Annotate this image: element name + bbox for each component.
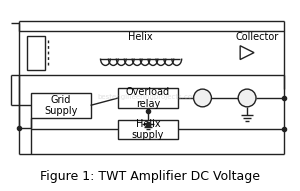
FancyBboxPatch shape — [19, 31, 284, 75]
FancyBboxPatch shape — [31, 93, 91, 118]
Text: Grid
Supply: Grid Supply — [44, 95, 77, 116]
Text: Helix
supply: Helix supply — [132, 119, 164, 140]
Text: Overload
relay: Overload relay — [126, 87, 170, 109]
Circle shape — [194, 89, 211, 107]
FancyBboxPatch shape — [27, 36, 45, 70]
Text: Collector: Collector — [236, 32, 279, 42]
Polygon shape — [240, 46, 254, 60]
Text: Helix: Helix — [128, 32, 152, 42]
Text: bestengineeringprojects.com: bestengineeringprojects.com — [97, 94, 199, 100]
FancyBboxPatch shape — [118, 120, 178, 139]
FancyBboxPatch shape — [118, 88, 178, 108]
Circle shape — [238, 89, 256, 107]
Text: MA: MA — [240, 93, 254, 102]
Text: Figure 1: TWT Amplifier DC Voltage: Figure 1: TWT Amplifier DC Voltage — [40, 170, 260, 183]
Text: MA: MA — [196, 93, 209, 102]
